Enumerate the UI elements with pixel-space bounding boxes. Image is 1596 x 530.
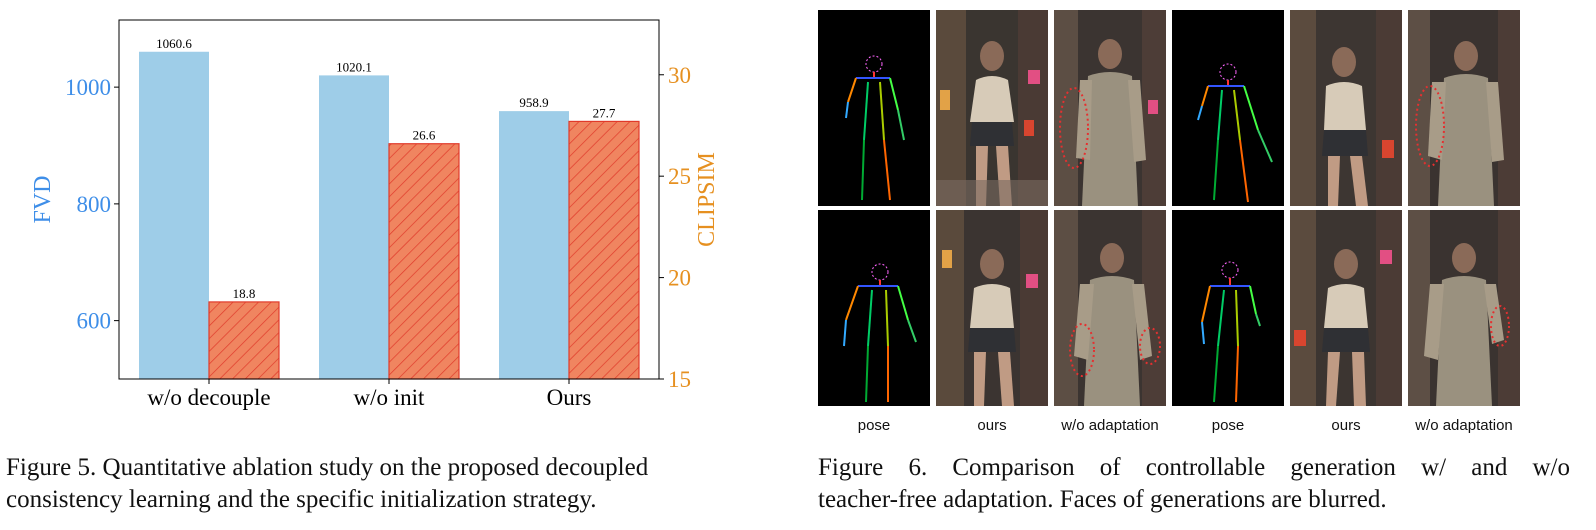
column-label-pose-2: pose [1211, 417, 1245, 434]
ours-generation-image-3 [936, 210, 1048, 406]
without-adaptation-image-1 [1054, 10, 1166, 206]
fvd-value-label-1: 1060.6 [156, 36, 192, 51]
pose-skeleton-image-3 [818, 210, 930, 406]
left-tick-label-1: 600 [77, 309, 112, 334]
right-tick-label-4: 30 [668, 63, 691, 88]
fvd-value-label-2: 1020.1 [336, 59, 372, 74]
x-tick-label-2: w/o init [354, 385, 426, 410]
ablation-chart: 1060.6 18.8 w/o decouple 1020.1 26.6 w/o init… [30, 19, 720, 410]
x-tick-label-1: w/o decouple [147, 385, 270, 410]
x-tick-label-3: Ours [547, 385, 592, 410]
right-tick-label-2: 20 [668, 266, 691, 291]
clipsim-value-label-2: 26.6 [413, 128, 436, 143]
plot-frame [118, 19, 660, 380]
pose-skeleton-image-2 [1172, 10, 1284, 206]
right-tick-label-1: 15 [668, 367, 691, 392]
left-tick-label-2: 800 [77, 192, 112, 217]
without-adaptation-image-4 [1408, 210, 1520, 406]
ours-generation-image-2 [1290, 10, 1402, 206]
column-label-without-adaptation-2: w/o adaptation [1415, 417, 1513, 434]
clipsim-bar-3 [568, 120, 640, 380]
figure-5-caption-line-2: consistency learning and the specific in… [6, 486, 597, 513]
without-adaptation-image-3 [1054, 210, 1166, 406]
column-label-ours-1: ours [977, 417, 1007, 434]
left-axis-title: FVD [30, 175, 56, 223]
ours-generation-image-4 [1290, 210, 1402, 406]
fvd-value-label-3: 958.9 [519, 95, 548, 110]
ours-generation-image-1 [936, 10, 1048, 206]
pose-skeleton-image-1 [818, 10, 930, 206]
fvd-bar-2 [319, 75, 389, 379]
figure-6-caption-line-2: teacher-free adaptation. Faces of genera… [818, 486, 1387, 513]
fvd-bar-3 [499, 111, 569, 379]
clipsim-value-label-1: 18.8 [233, 286, 256, 301]
figure-5-caption-line-1: Figure 5. Quantitative ablation study on… [6, 454, 649, 481]
left-tick-label-3: 1000 [65, 75, 111, 100]
pose-skeleton-image-4 [1172, 210, 1284, 406]
without-adaptation-image-2 [1408, 10, 1520, 206]
figure-6-caption: Figure 6. Comparison of controllable gen… [818, 452, 1570, 516]
column-label-pose-1: pose [857, 417, 891, 434]
fvd-bar-1 [139, 51, 209, 380]
clipsim-bar-2 [388, 143, 460, 380]
figure-5-caption: Figure 5. Quantitative ablation study on… [6, 452, 766, 516]
column-label-without-adaptation-1: w/o adaptation [1061, 417, 1159, 434]
pose-comparison-grid [816, 8, 1522, 410]
figure-6-caption-line-1: Figure 6. Comparison of controllable gen… [818, 454, 1570, 481]
right-tick-label-3: 25 [668, 164, 691, 189]
right-axis-title: CLIPSIM [694, 152, 720, 247]
column-label-ours-2: ours [1331, 417, 1361, 434]
clipsim-bar-1 [208, 301, 280, 380]
clipsim-value-label-3: 27.7 [593, 105, 616, 120]
